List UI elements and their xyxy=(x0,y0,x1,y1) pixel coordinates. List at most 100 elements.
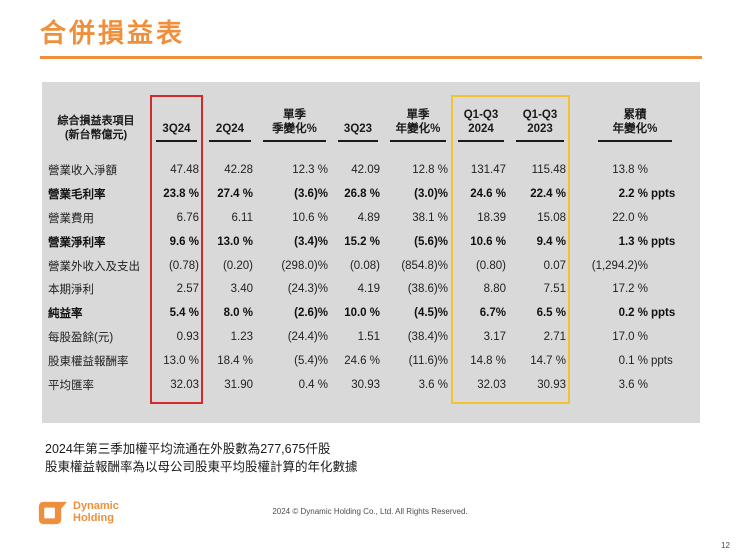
header-text: 3Q23 xyxy=(332,123,384,137)
header-cell: 綜合損益表項目 (新台幣億元) xyxy=(42,82,150,142)
value-cell: 26.8 % xyxy=(344,187,380,200)
value-cell: 23.8 % xyxy=(163,187,199,200)
value-cell: 47.48 xyxy=(170,163,199,176)
value-cell: (11.6)% xyxy=(408,355,448,368)
header-text-line: 季變化% xyxy=(272,122,317,135)
header-text-line: 累積 xyxy=(623,109,647,121)
header-underline xyxy=(516,140,564,142)
logo-word-line: Dynamic xyxy=(73,500,119,512)
header-cell: 3Q23 xyxy=(332,82,384,142)
value-cell: (5.4)% xyxy=(294,355,328,368)
value-cell: 12.8 % xyxy=(412,163,448,176)
value-cell: (0.08) xyxy=(349,259,380,272)
header-text-line: 2Q24 xyxy=(215,122,245,135)
accum-value: 0.2 % xyxy=(618,307,648,320)
header-text-line: 2024 xyxy=(468,122,494,135)
accum-unit: ppts xyxy=(651,187,676,200)
value-cell: 0.4 % xyxy=(298,378,328,391)
dynamic-holding-logo-icon xyxy=(38,501,68,525)
logo-wordmark: Dynamic Holding xyxy=(73,500,119,524)
accum-value: 22.0 % xyxy=(612,211,648,224)
header-text: 單季 季變化% xyxy=(257,109,332,136)
value-cell-accum: 17.0 % xyxy=(570,331,700,343)
table-header-row: 綜合損益表項目 (新台幣億元) 3Q24 2Q24 單季 季變化% 3Q23 單季年變化% Q1… xyxy=(42,82,700,142)
header-text-line: 單季 xyxy=(283,109,306,121)
header-text: Q1-Q3 2024 xyxy=(452,109,510,136)
value-cell: (24.3)% xyxy=(287,283,328,296)
value-cell: (854.8)% xyxy=(401,259,448,272)
value-cell: 18.39 xyxy=(477,211,506,224)
value-cell: 14.7 % xyxy=(530,355,566,368)
row-label: 每股盈餘(元) xyxy=(48,332,114,345)
income-statement-table: 綜合損益表項目 (新台幣億元) 3Q24 2Q24 單季 季變化% 3Q23 單季年變化% Q1… xyxy=(42,82,700,423)
page-number: 12 xyxy=(721,541,730,550)
value-cell: 5.4 % xyxy=(169,307,199,320)
accum-value: 1.3 % xyxy=(618,235,648,248)
header-text: 2Q24 xyxy=(203,123,257,137)
accum-value: 13.8 % xyxy=(612,163,648,176)
value-cell: 9.4 % xyxy=(536,235,566,248)
header-text-line: 2023 xyxy=(527,122,553,135)
row-label: 營業毛利率 xyxy=(48,188,106,201)
value-cell: (4.5)% xyxy=(414,307,448,320)
table-body: 營業收入淨額 47.48 42.28 12.3 % 42.09 12.8 % 131.47 1… xyxy=(42,158,700,397)
header-text: Q1-Q3 2023 xyxy=(510,109,570,136)
header-text-line: 3Q23 xyxy=(343,122,373,135)
value-cell-accum: 3.6 % xyxy=(570,379,700,391)
value-cell: 6.76 xyxy=(176,211,199,224)
value-cell-accum: 22.0 % xyxy=(570,212,700,224)
title-divider xyxy=(40,56,702,59)
header-cell: Q1-Q3 2023 xyxy=(510,82,570,142)
value-cell-accum: 0.1 % ppts xyxy=(570,355,700,367)
value-cell: 22.4 % xyxy=(530,187,566,200)
row-label: 營業淨利率 xyxy=(48,236,106,249)
value-cell: 24.6 % xyxy=(470,187,506,200)
value-cell: 9.6 % xyxy=(169,235,199,248)
row-label: 營業費用 xyxy=(48,212,94,225)
value-cell: 27.4 % xyxy=(217,187,253,200)
copyright-text: 2024 © Dynamic Holding Co., Ltd. All Rig… xyxy=(272,507,468,516)
logo-word-line: Holding xyxy=(73,511,114,524)
header-cell: 單季 季變化% xyxy=(257,82,332,142)
row-label: 純益率 xyxy=(48,308,83,321)
value-cell: 10.0 % xyxy=(344,307,380,320)
value-cell: (38.6)% xyxy=(407,283,448,296)
header-underline xyxy=(209,140,251,142)
value-cell: 15.08 xyxy=(537,211,566,224)
value-cell: 131.47 xyxy=(470,163,506,176)
table-row: 營業毛利率 23.8 % 27.4 % (3.6)% 26.8 % (3.0)% 24.6 … xyxy=(42,182,700,206)
header-underline xyxy=(156,140,197,142)
company-logo: Dynamic Holding xyxy=(36,498,119,527)
accum-unit: ppts xyxy=(651,355,673,368)
value-cell: 4.89 xyxy=(357,211,380,224)
header-underline xyxy=(338,140,378,142)
header-text: 3Q24 xyxy=(150,123,203,137)
table-row: 營業淨利率 9.6 % 13.0 % (3.4)% 15.2 % (5.6)% 10.6 %… xyxy=(42,230,700,254)
header-text-line: 年變化% xyxy=(395,122,441,135)
value-cell: 8.0 % xyxy=(223,307,253,320)
table-row: 純益率 5.4 % 8.0 % (2.6)% 10.0 % (4.5)% 6.7% 6.5 %… xyxy=(42,301,700,325)
value-cell: 42.28 xyxy=(224,163,253,176)
value-cell: (3.6)% xyxy=(294,187,328,200)
value-cell-accum: 1.3 % ppts xyxy=(570,236,700,248)
value-cell: 1.51 xyxy=(357,331,380,344)
table-row: 每股盈餘(元) 0.93 1.23 (24.4)% 1.51 (38.4)% 3.17 2.7… xyxy=(42,325,700,349)
header-text-line: Q1-Q3 xyxy=(463,109,499,121)
header-text: 綜合損益表項目 (新台幣億元) xyxy=(42,115,150,142)
value-cell: 24.6 % xyxy=(344,355,380,368)
value-cell: (3.0)% xyxy=(414,187,448,200)
value-cell: 4.19 xyxy=(357,283,380,296)
value-cell: (0.80) xyxy=(475,259,506,272)
value-cell: 13.0 % xyxy=(163,355,199,368)
value-cell: (24.4)% xyxy=(287,331,328,344)
header-cell: 2Q24 xyxy=(203,82,257,142)
header-underline xyxy=(390,140,446,142)
header-cell: Q1-Q3 2024 xyxy=(452,82,510,142)
accum-value: 17.2 % xyxy=(612,283,648,296)
row-label: 平均匯率 xyxy=(48,379,94,392)
value-cell: 42.09 xyxy=(351,163,380,176)
footnote-line: 2024年第三季加權平均流通在外股數為277,675仟股 xyxy=(45,442,331,456)
header-text-line: 3Q24 xyxy=(162,122,191,135)
value-cell: 13.0 % xyxy=(217,235,253,248)
